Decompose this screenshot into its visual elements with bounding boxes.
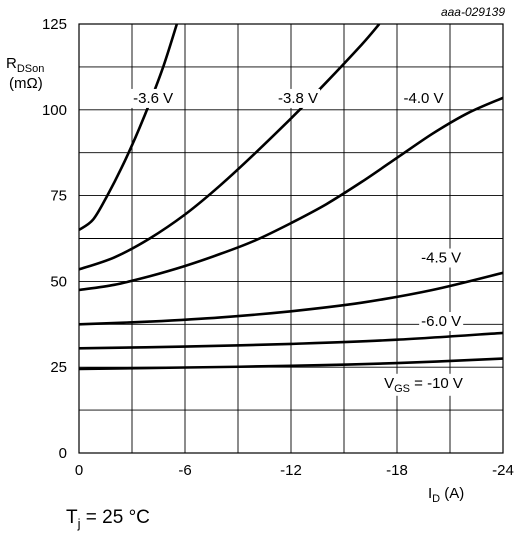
curves [79, 24, 503, 371]
series-line [79, 331, 503, 350]
temperature-condition: Tj = 25 °C [66, 507, 150, 531]
y-tick-label: 75 [50, 188, 67, 205]
series-line [79, 24, 381, 271]
series-label: -3.6 V [133, 90, 173, 107]
series-label: -4.0 V [403, 90, 443, 107]
series-line [79, 357, 503, 371]
y-tick-label: 125 [42, 16, 67, 33]
series-line [79, 96, 503, 292]
figure-reference: aaa-029139 [441, 5, 505, 19]
series-line [79, 24, 179, 231]
curve-labels: -3.6 V -3.8 V -4.0 V -4.5 V -6.0 V VGS = -10 … [131, 88, 465, 396]
x-axis-label: ID (A) [428, 485, 464, 505]
y-tick-label: 100 [42, 102, 67, 119]
series-label-background [276, 88, 321, 108]
x-tick-label: -12 [280, 462, 302, 479]
x-tick-label: -18 [386, 462, 408, 479]
series-label: -6.0 V [421, 313, 461, 330]
x-tick-label: -24 [492, 462, 514, 479]
series-label-background [131, 88, 176, 108]
series-label-background [382, 373, 465, 396]
y-axis-label: RDSon [6, 55, 44, 75]
series-label-background [401, 88, 446, 108]
series-label: -4.5 V [421, 250, 461, 267]
y-tick-label: 50 [50, 273, 67, 290]
y-tick-label: 0 [59, 445, 67, 462]
series-label: -3.8 V [278, 90, 318, 107]
series-label-background [419, 312, 464, 332]
y-axis-unit: (mΩ) [9, 75, 43, 92]
series-line [79, 271, 503, 326]
y-tick-label: 25 [50, 359, 67, 376]
tick-labels: 0 -6 -12 -18 -24 0 25 50 75 100 125 [42, 16, 514, 479]
plot-border [78, 23, 504, 454]
x-tick-label: 0 [75, 462, 83, 479]
series-label: VGS = -10 V [384, 375, 463, 395]
plot-frame [78, 23, 504, 454]
x-tick-label: -6 [178, 462, 191, 479]
series-label-background [419, 248, 464, 268]
